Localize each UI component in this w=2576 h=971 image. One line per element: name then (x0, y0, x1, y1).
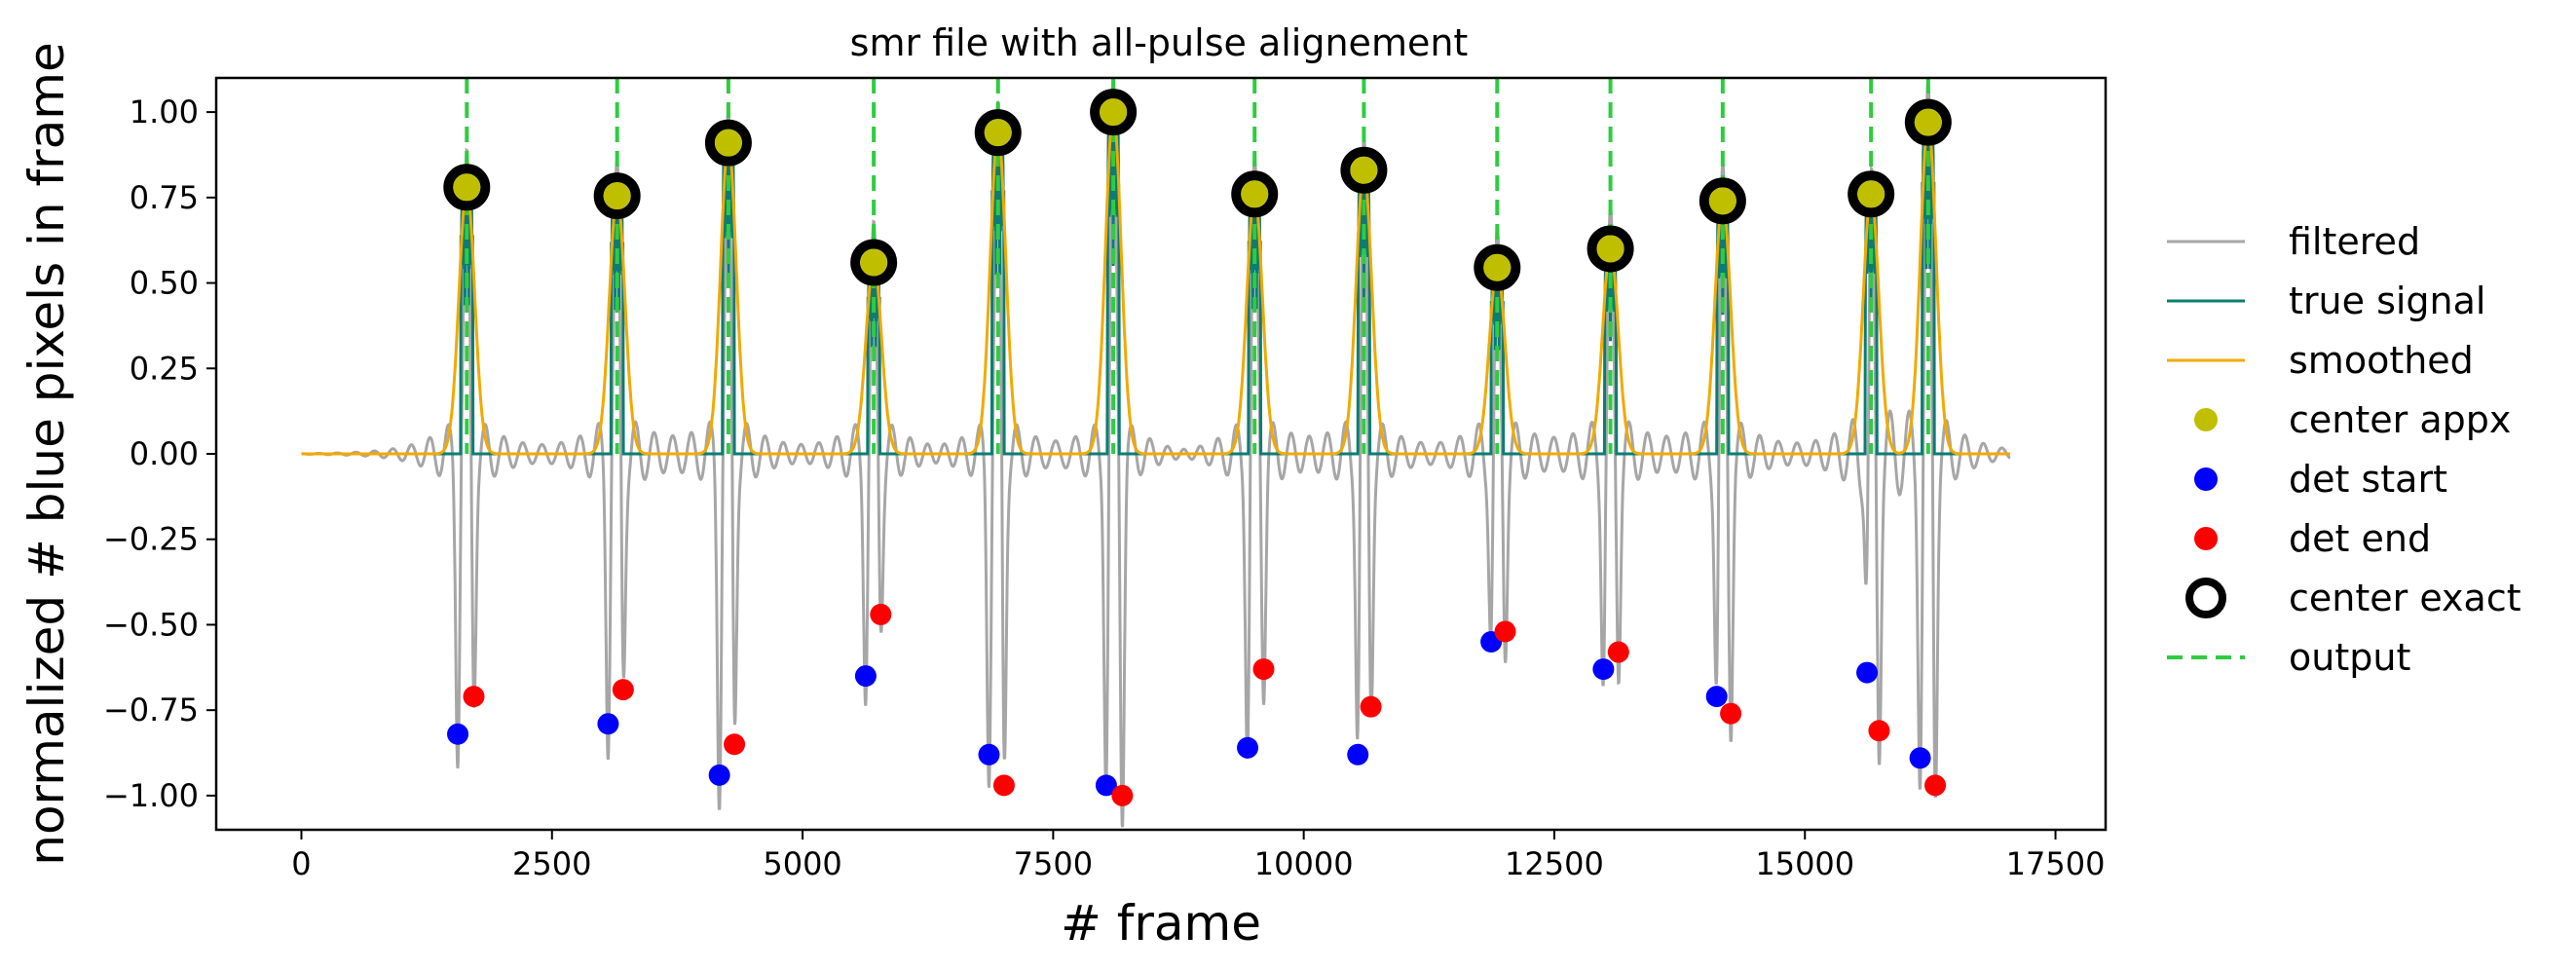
det-end-point (1252, 658, 1275, 681)
legend-label: center exact (2289, 577, 2521, 619)
center-appx-point (1708, 187, 1736, 215)
legend-swatch (2194, 408, 2218, 431)
legend-item-det-end: det end (2194, 517, 2431, 560)
y-tick-label: 1.00 (130, 93, 199, 131)
det-end-point (992, 774, 1015, 797)
det-end-point (1720, 702, 1742, 725)
legend-label: center appx (2289, 398, 2511, 441)
det-end-point (463, 686, 485, 708)
det-end-point (724, 733, 746, 756)
det-start-point (447, 723, 469, 745)
x-axis-title: # frame (1061, 895, 1261, 952)
plot-area (214, 76, 2108, 832)
center-exact-point (1587, 225, 1634, 273)
det-start-point (1909, 747, 1931, 769)
y-tick-label: −0.50 (103, 606, 199, 643)
center-exact-point (593, 172, 641, 220)
center-appx-point (1350, 156, 1378, 184)
legend-item-det-start: det start (2194, 458, 2447, 501)
legend-swatch (2194, 527, 2218, 550)
det-start-point (597, 713, 619, 735)
det-end-point (1111, 784, 1134, 806)
y-tick-label: −1.00 (103, 777, 199, 814)
legend-item-center-exact: center exact (2185, 577, 2521, 619)
y-tick-label: −0.75 (103, 691, 199, 728)
x-tick-label: 2500 (512, 845, 591, 882)
legend-label: det start (2289, 458, 2447, 501)
x-tick-label: 7500 (1014, 845, 1093, 882)
det-end-point (1868, 720, 1890, 742)
det-start-point (854, 665, 877, 688)
center-exact-point (1848, 170, 1895, 218)
det-start-point (1856, 661, 1879, 684)
center-exact-point (443, 164, 491, 211)
x-tick-label: 0 (291, 845, 311, 882)
center-appx-point (1857, 180, 1885, 208)
center-appx-point (984, 119, 1012, 147)
center-appx-point (1483, 253, 1512, 281)
center-exact-point (1340, 146, 1388, 194)
legend-item-output: output (2167, 636, 2410, 679)
center-appx-point (1596, 235, 1624, 263)
det-start-point (1347, 743, 1369, 766)
det-end-point (1360, 695, 1382, 718)
y-tick-label: 0.25 (130, 350, 199, 387)
legend-label: true signal (2289, 280, 2485, 322)
det-end-point (612, 679, 634, 701)
center-appx-point (1914, 108, 1942, 136)
det-start-point (1592, 658, 1615, 681)
center-exact-point (1904, 98, 1952, 146)
y-axis-title: normalized # blue pixels in frame (19, 42, 75, 866)
det-start-point (1705, 686, 1728, 708)
center-appx-point (453, 173, 481, 202)
center-appx-point (1100, 98, 1128, 127)
legend: filtered true signal smoothed center appx de… (2167, 220, 2521, 679)
center-appx-point (1241, 180, 1269, 208)
y-tick-label: 0.75 (130, 179, 199, 216)
center-exact-point (1090, 89, 1138, 136)
det-end-point (1924, 774, 1947, 797)
y-tick-label: 0.00 (130, 435, 199, 472)
center-exact-point (1699, 177, 1746, 225)
legend-label: output (2289, 636, 2410, 679)
legend-label: smoothed (2289, 339, 2474, 382)
det-start-point (1095, 774, 1117, 797)
x-tick-label: 12500 (1505, 845, 1604, 882)
det-end-point (1607, 641, 1629, 663)
center-exact-point (1231, 170, 1279, 218)
center-appx-point (714, 129, 742, 157)
center-exact-point (850, 239, 898, 286)
x-tick-label: 5000 (763, 845, 841, 882)
center-appx-point (603, 182, 631, 210)
legend-swatch (2194, 467, 2218, 491)
x-tick-label: 10000 (1254, 845, 1354, 882)
center-exact-point (1474, 243, 1521, 291)
y-tick-label: 0.50 (130, 265, 199, 302)
x-tick-label: 15000 (1755, 845, 1854, 882)
x-axis: 0 2500 5000 7500 10000 12500 15000 17500 (291, 830, 2105, 882)
det-start-point (1237, 736, 1259, 759)
chart-title: smr file with all-pulse alignement (850, 21, 1469, 64)
legend-swatch (2185, 578, 2226, 618)
legend-item-filtered: filtered (2167, 220, 2420, 263)
y-axis: 1.00 0.75 0.50 0.25 0.00 −0.25 −0.50 −0.75 −1.00 (103, 93, 216, 814)
legend-item-center-appx: center appx (2194, 398, 2511, 441)
det-start-point (978, 743, 1000, 766)
legend-label: det end (2289, 517, 2431, 560)
det-end-point (870, 603, 892, 625)
x-tick-label: 17500 (2006, 845, 2106, 882)
legend-item-smoothed: smoothed (2167, 339, 2474, 382)
legend-item-true-signal: true signal (2167, 280, 2485, 322)
legend-label: filtered (2289, 220, 2420, 263)
marker-layer (443, 89, 1952, 806)
center-exact-point (704, 119, 752, 167)
center-appx-point (860, 248, 888, 277)
y-tick-label: −0.25 (103, 521, 199, 558)
center-exact-point (974, 109, 1022, 157)
det-end-point (1494, 620, 1516, 643)
det-start-point (708, 764, 730, 786)
